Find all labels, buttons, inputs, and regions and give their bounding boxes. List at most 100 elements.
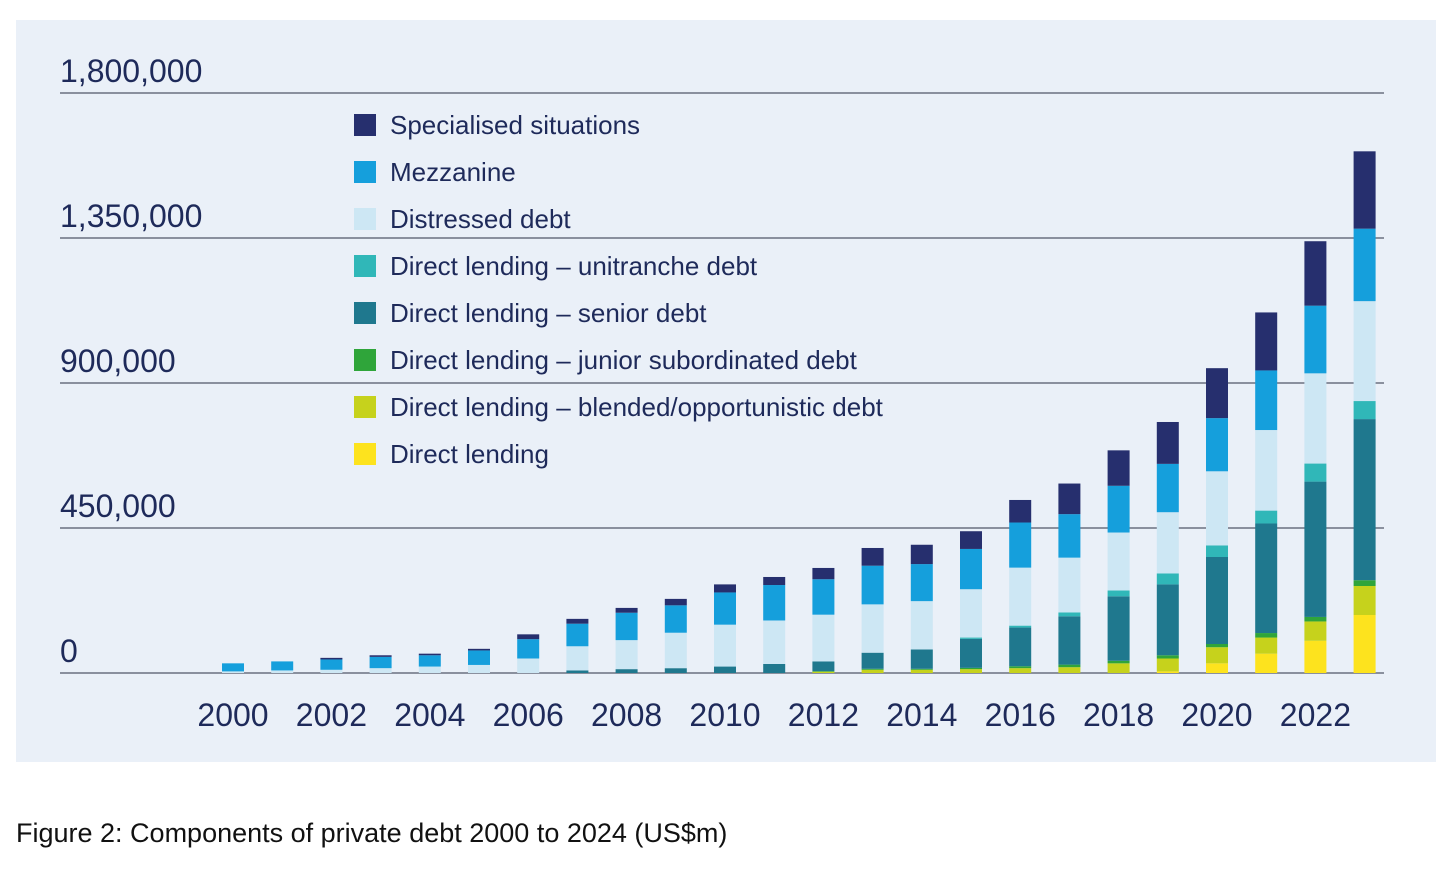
- bar-segment: Direct lending – junior subordinated deb…: [1255, 633, 1278, 638]
- bar-segment: Direct lending – senior debt 2021: 34000…: [1255, 523, 1278, 634]
- bar-segment: Distressed debt 2011: 135000: [763, 620, 786, 664]
- bar-segment: Specialised situations 2008: 15000: [615, 607, 638, 613]
- legend-label: Direct lending: [390, 439, 549, 469]
- bar-segment: Direct lending – junior subordinated deb…: [1304, 616, 1327, 622]
- bar-segment: Mezzanine 2021: 185000: [1255, 370, 1278, 431]
- bar-segment: Direct lending – blended/opportunistic d…: [1255, 637, 1278, 654]
- legend-label: Direct lending – senior debt: [390, 298, 707, 328]
- bar-segment: Specialised situations 2023: 240000: [1353, 151, 1376, 229]
- legend-swatch: [354, 302, 376, 324]
- bar-segment: Direct lending – blended/opportunistic d…: [1107, 663, 1130, 673]
- bar-segment: Distressed debt 2009: 110000: [664, 632, 687, 669]
- bar-segment: Mezzanine 2018: 145000: [1107, 485, 1130, 533]
- bar-segment: Direct lending – unitranche debt 2020: 3…: [1206, 545, 1228, 557]
- bar-segment: Specialised situations 2009: 20000: [664, 598, 687, 606]
- bar-segment: Mezzanine 2007: 70000: [566, 623, 589, 647]
- bar-segment: Direct lending – senior debt 2008: 12000: [615, 669, 638, 673]
- legend-swatch: [354, 349, 376, 371]
- bar-segment: Distressed debt 2014: 150000: [910, 601, 933, 650]
- bar-segment: Direct lending – junior subordinated deb…: [861, 668, 884, 670]
- bar-segment: Direct lending – junior subordinated deb…: [1009, 666, 1032, 669]
- bar-segment: Direct lending – senior debt 2022: 42000…: [1304, 481, 1327, 617]
- bar-segment: Specialised situations 2013: 55000: [861, 547, 884, 566]
- bar-segment: Direct lending – blended/opportunistic d…: [1353, 586, 1376, 615]
- x-tick-label: 2018: [1083, 697, 1154, 733]
- y-tick-label: 1,800,000: [60, 53, 202, 89]
- x-tick-label: 2012: [788, 697, 859, 733]
- bar-segment: Mezzanine 2017: 135000: [1058, 514, 1081, 558]
- bar-segment: Mezzanine 2009: 85000: [664, 605, 687, 633]
- legend-label: Mezzanine: [390, 157, 516, 187]
- bar-segment: Mezzanine 2016: 140000: [1009, 522, 1032, 568]
- bar-segment: Specialised situations 2021: 180000: [1255, 312, 1278, 371]
- bar-segment: Mezzanine 2003: 35000: [369, 656, 392, 669]
- bar-segment: Specialised situations 2007: 15000: [566, 618, 589, 624]
- bar-segment: Direct lending – blended/opportunistic d…: [1206, 647, 1228, 664]
- bar-segment: Specialised situations 2003: 5000: [369, 655, 392, 657]
- bar-segment: Distressed debt 2007: 75000: [566, 646, 589, 671]
- bar-segment: Distressed debt 2015: 150000: [960, 589, 982, 638]
- legend-swatch: [354, 443, 376, 465]
- bar-segment: Direct lending – unitranche debt 2023: 5…: [1353, 401, 1376, 420]
- bar-segment: Direct lending 2022: 100000: [1304, 640, 1327, 673]
- bar-segment: Direct lending – unitranche debt 2021: 4…: [1255, 510, 1278, 524]
- x-tick-label: 2016: [985, 697, 1056, 733]
- bar-segment: Direct lending – senior debt 2020: 27000…: [1206, 557, 1228, 644]
- x-tick-label: 2004: [394, 697, 465, 733]
- x-tick-label: 2002: [296, 697, 367, 733]
- bar-segment: Distressed debt 2005: 25000: [468, 664, 490, 673]
- bar-segment: Mezzanine 2000: 25000: [222, 663, 244, 672]
- bar-segment: Direct lending 2019: 5000: [1156, 671, 1179, 673]
- bar-segment: Direct lending – junior subordinated deb…: [812, 671, 835, 672]
- bar-segment: Specialised situations 2010: 25000: [714, 584, 736, 593]
- bar-segment: Distressed debt 2017: 170000: [1058, 557, 1081, 613]
- bar-segment: Specialised situations 2020: 155000: [1206, 368, 1228, 419]
- bar-segment: Direct lending – senior debt 2013: 50000: [861, 652, 884, 669]
- bar-segment: Direct lending – senior debt 2010: 20000: [714, 666, 736, 673]
- bar-segment: Specialised situations 2011: 25000: [763, 576, 786, 586]
- x-tick-label: 2022: [1280, 697, 1351, 733]
- bar-segment: Distressed debt 2021: 250000: [1255, 430, 1278, 511]
- bar-segment: Distressed debt 2016: 180000: [1009, 567, 1032, 626]
- bar-segment: Direct lending 2020: 30000: [1206, 663, 1228, 673]
- bar-segment: Distressed debt 2001: 8000: [271, 670, 294, 673]
- bar-segment: Mezzanine 2011: 110000: [763, 585, 786, 621]
- bar-segment: Distressed debt 2020: 230000: [1206, 471, 1228, 546]
- bar-segment: Mezzanine 2022: 210000: [1304, 305, 1327, 374]
- bar-segment: Direct lending – senior debt 2007: 8000: [566, 670, 589, 673]
- bar-segment: Specialised situations 2022: 200000: [1304, 241, 1327, 306]
- bar-segment: Specialised situations 2014: 60000: [910, 544, 933, 565]
- y-tick-label: 0: [60, 633, 78, 669]
- legend-swatch: [354, 161, 376, 183]
- legend-label: Direct lending – blended/opportunistic d…: [390, 392, 884, 422]
- bar-segment: Direct lending – senior debt 2009: 15000: [664, 668, 687, 673]
- bar-segment: Specialised situations 2015: 55000: [960, 531, 982, 549]
- bar-segment: Direct lending – senior debt 2016: 12000…: [1009, 627, 1032, 667]
- bar-segment: Specialised situations 2005: 5000: [468, 648, 490, 651]
- x-tick-label: 2000: [197, 697, 268, 733]
- bar-segment: Specialised situations 2012: 35000: [812, 567, 835, 580]
- bar-segment: Direct lending 2021: 60000: [1255, 653, 1278, 673]
- legend-label: Direct lending – junior subordinated deb…: [390, 345, 858, 375]
- legend-label: Specialised situations: [390, 110, 640, 140]
- x-tick-label: 2006: [493, 697, 564, 733]
- bar-segment: Mezzanine 2001: 28000: [271, 661, 294, 671]
- bar-segment: Direct lending – junior subordinated deb…: [1107, 660, 1130, 664]
- bar-segment: Direct lending – junior subordinated deb…: [1058, 664, 1081, 668]
- bar-segment: Direct lending – unitranche debt 2022: 5…: [1304, 463, 1327, 482]
- bar-segment: Mezzanine 2004: 35000: [418, 655, 441, 667]
- bar-segment: Mezzanine 2015: 125000: [960, 548, 982, 590]
- y-tick-label: 450,000: [60, 488, 176, 524]
- bar-segment: Direct lending – blended/opportunistic d…: [1058, 667, 1081, 673]
- bar-segment: Specialised situations 2004: 5000: [418, 653, 441, 656]
- bar-segment: Mezzanine 2014: 115000: [910, 564, 933, 602]
- y-axis-tick-labels: 0 450,000 900,000 1,350,000 1,800,000: [60, 53, 202, 669]
- bar-segment: Direct lending – junior subordinated deb…: [960, 667, 982, 670]
- bar-segment: Specialised situations 2002: 5000: [320, 657, 343, 660]
- x-axis-tick-labels: 2000 2002 2004 2006 2008 2010 2012 2014 2016 2018…: [197, 697, 1351, 733]
- bar-segment: Distressed debt 2010: 130000: [714, 624, 736, 667]
- bar-segment: Direct lending – blended/opportunistic d…: [861, 669, 884, 673]
- bar-segment: Distressed debt 2019: 190000: [1156, 512, 1179, 574]
- bar-segment: Specialised situations 2019: 130000: [1156, 421, 1179, 464]
- bar-segment: Distressed debt 2012: 145000: [812, 614, 835, 662]
